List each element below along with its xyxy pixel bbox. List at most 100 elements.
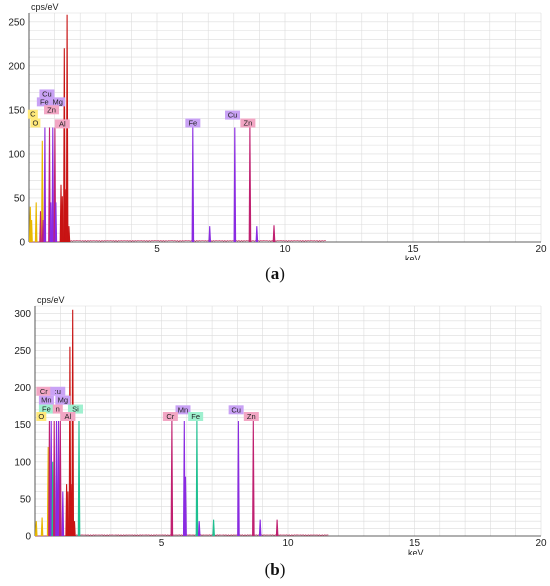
spectrum-peak — [233, 127, 237, 243]
spectrum-peak — [41, 219, 45, 243]
spectrum-baseline — [28, 240, 327, 243]
y-tick-label: 100 — [14, 457, 31, 468]
element-label-text: :u — [55, 387, 61, 396]
element-label: Zn — [243, 412, 259, 421]
y-tick-label: 250 — [14, 346, 31, 357]
element-label-text: Cu — [231, 405, 241, 414]
element-label-text: O — [38, 412, 44, 421]
element-label-box — [36, 97, 52, 107]
spectrum-peak — [49, 202, 53, 243]
spectrum-peak — [55, 420, 58, 537]
element-label-box — [50, 386, 66, 396]
spectrum-peak — [30, 219, 33, 243]
x-tick-label: 20 — [535, 538, 547, 549]
element-label-text: O — [32, 119, 38, 128]
element-label-text: Cr — [166, 412, 174, 421]
y-tick-label: 0 — [19, 238, 25, 249]
y-tick-label: 200 — [14, 383, 31, 394]
element-label-box — [240, 118, 256, 128]
element-label: O — [36, 412, 47, 421]
element-label-box — [30, 118, 41, 128]
spectrum-peak — [252, 420, 255, 537]
element-label: C — [27, 109, 38, 119]
spectrum-peak — [197, 521, 201, 537]
spectrum-peak — [248, 127, 252, 243]
spectrum-peak — [68, 346, 72, 537]
spectrum-peak — [34, 521, 38, 537]
element-label-text: Cu — [42, 89, 52, 98]
spectrum-peak — [275, 519, 279, 537]
spectrum-peak — [63, 48, 66, 243]
panel-label-a: a — [270, 264, 280, 283]
element-label-box — [36, 412, 47, 421]
x-tick-label: 15 — [407, 244, 419, 255]
element-label: n — [52, 404, 63, 414]
element-label-text: Zn — [247, 412, 256, 421]
x-unit-label: keV — [408, 548, 424, 555]
y-tick-label: 50 — [20, 494, 32, 505]
spectrum-peak — [65, 14, 69, 243]
spectrum-peak — [48, 420, 51, 537]
element-label-box — [38, 404, 54, 414]
element-label-box — [228, 405, 244, 415]
spectrum-peak — [77, 420, 81, 537]
spectrum-peak — [170, 420, 174, 537]
element-label-text: C — [30, 110, 36, 119]
element-label-text: Zn — [243, 119, 252, 128]
element-label-text: n — [56, 405, 60, 414]
y-tick-label: 300 — [14, 309, 31, 320]
spectrum-peak — [208, 226, 212, 243]
element-label-text: Fe — [42, 405, 51, 414]
spectrum-peak — [43, 127, 47, 243]
x-tick-label: 10 — [282, 538, 294, 549]
element-label: Mg — [50, 97, 66, 107]
element-label-text: Al — [59, 119, 66, 128]
element-label-text: Fe — [191, 412, 200, 421]
element-label: Cu — [39, 89, 55, 99]
spectrum-peak — [66, 491, 70, 537]
spectrum-peak — [60, 196, 64, 243]
element-label-text: Mn — [178, 405, 188, 414]
x-tick-label: 20 — [535, 244, 547, 255]
element-label-text: Zn — [47, 105, 56, 114]
spectrum-peak — [191, 127, 195, 243]
element-label-box — [39, 89, 55, 99]
element-label-box — [162, 412, 178, 421]
element-label: Al — [54, 119, 70, 129]
element-label-box — [60, 412, 76, 421]
spectrum-peak — [195, 420, 199, 537]
x-tick-label: 5 — [154, 244, 160, 255]
panel-caption-b: (b) — [264, 560, 286, 579]
element-label: Si — [67, 404, 83, 414]
element-label: Fe — [185, 118, 201, 128]
element-label: :u — [50, 386, 66, 396]
element-label: Cr — [162, 412, 178, 421]
element-label-text: Al — [65, 412, 72, 421]
element-label: Zn — [240, 118, 256, 128]
spectrum-peak — [54, 202, 58, 243]
y-tick-label: 0 — [25, 532, 31, 543]
y-tick-label: 50 — [14, 193, 26, 204]
x-tick-label: 5 — [159, 538, 165, 549]
spectrum-peak — [57, 420, 60, 537]
element-label: Fe — [188, 412, 204, 421]
element-label-box — [175, 405, 191, 415]
spectrum-peak — [52, 420, 56, 537]
element-label-box — [185, 118, 201, 128]
panel-label-b: b — [270, 560, 280, 579]
element-label-box — [52, 404, 63, 414]
y-tick-label: 100 — [8, 149, 25, 160]
spectrum-peak — [71, 309, 75, 537]
spectrum-peak — [184, 476, 187, 537]
spectrum-peak — [51, 127, 55, 243]
spectrum-peak — [58, 420, 62, 537]
element-label-box — [50, 97, 66, 107]
x-unit-label: keV — [405, 254, 421, 260]
y-unit-label: cps/eV — [37, 295, 65, 305]
spectrum-peak — [48, 127, 51, 243]
y-unit-label: cps/eV — [31, 2, 59, 12]
element-label-box — [44, 105, 60, 115]
spectrum-peak — [40, 517, 44, 537]
